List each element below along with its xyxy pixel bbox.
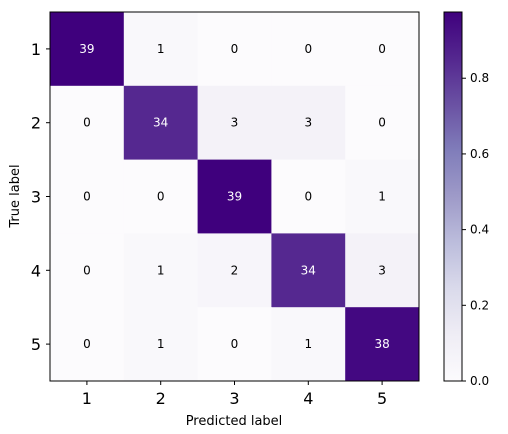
y-tick-label: 5 [31,335,41,354]
heatmap-cell [123,12,199,87]
x-tick-label: 2 [156,389,166,408]
heatmap-cell [345,307,420,382]
heatmap-cell [345,85,420,161]
x-axis-label: Predicted label [186,414,283,429]
heatmap-cell [197,307,272,382]
heatmap-cell [123,233,199,308]
cell-value-label: 38 [374,337,389,351]
cell-value-label: 39 [79,42,94,56]
heatmap-cell [345,159,420,234]
y-tick-label: 1 [31,40,41,59]
heatmap-cell [123,307,199,382]
cell-value-label: 34 [153,116,168,130]
heatmap-cell [271,159,346,234]
colorbar-tick-label: 0.2 [470,298,489,312]
cell-value-label: 0 [231,337,239,351]
heatmap-cell [50,307,125,382]
cell-value-label: 1 [304,337,312,351]
y-tick-label: 3 [31,188,41,207]
heatmap-cell-labels: 39 1 0 0 0 0 34 3 3 0 0 0 39 0 1 0 1 2 34 3 0 1 0 1 38 [79,42,389,351]
x-tick-label: 4 [303,389,313,408]
heatmap-cell [345,12,420,87]
heatmap-cell [50,233,125,308]
heatmap-cell [271,233,346,308]
cell-value-label: 0 [83,337,91,351]
cell-value-label: 0 [83,263,91,277]
cell-value-label: 0 [378,42,386,56]
y-tick-label: 2 [31,114,41,133]
colorbar-ticks: 0.0 0.2 0.4 0.6 0.8 [462,71,489,388]
colorbar-tick-label: 0.6 [470,147,489,161]
cell-value-label: 0 [83,116,91,130]
y-axis-ticks: 1 2 3 4 5 [31,40,50,354]
cell-value-label: 0 [378,116,386,130]
x-axis-ticks: 1 2 3 4 5 [82,381,387,408]
cell-value-label: 39 [227,190,242,204]
x-tick-label: 5 [377,389,387,408]
cell-value-label: 0 [304,190,312,204]
heatmap-cell [123,159,199,234]
cell-value-label: 1 [157,337,165,351]
y-axis-label: True label [8,164,23,228]
heatmap-cell [271,12,346,87]
heatmap-cell [197,233,272,308]
x-tick-label: 1 [82,389,92,408]
heatmap-cell [197,85,272,161]
heatmap-cells [50,12,420,382]
colorbar [443,11,463,382]
cell-value-label: 0 [157,190,165,204]
cell-value-label: 3 [304,116,312,130]
x-tick-label: 3 [229,389,239,408]
colorbar-tick-label: 0.0 [470,374,489,388]
cell-value-label: 1 [157,42,165,56]
cell-value-label: 0 [304,42,312,56]
heatmap-cell [123,85,199,161]
cell-value-label: 3 [378,263,386,277]
heatmap-cell [50,12,125,87]
cell-value-label: 3 [231,116,239,130]
heatmap-cell [271,85,346,161]
cell-value-label: 34 [301,263,316,277]
cell-value-label: 0 [231,42,239,56]
heatmap-cell [345,233,420,308]
heatmap-cell [197,12,272,87]
heatmap-cell [50,85,125,161]
heatmap-cell [271,307,346,382]
colorbar-tick-label: 0.4 [470,223,489,237]
cell-value-label: 1 [378,190,386,204]
heatmap-cell [197,159,272,234]
colorbar-tick-label: 0.8 [470,71,489,85]
cell-value-label: 0 [83,190,91,204]
heatmap-cell [50,159,125,234]
cell-value-label: 1 [157,263,165,277]
y-tick-label: 4 [31,261,41,280]
cell-value-label: 2 [231,263,239,277]
